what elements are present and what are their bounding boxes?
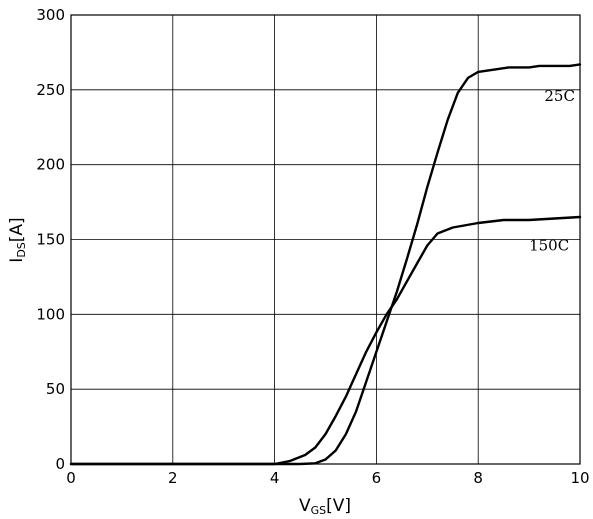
series-line-150c [69,215,582,466]
x-axis-title-unit: [V] [326,496,351,516]
y-axis-title-main: I [7,258,27,263]
series-lines [69,63,582,466]
y-tick-label: 300 [36,6,65,24]
y-tick-label: 100 [36,305,65,323]
x-tick-labels: 0 2 4 6 8 10 [66,469,589,487]
y-tick-label: 250 [36,81,65,99]
x-axis-title: VGS[V] [299,496,351,517]
x-tick-label: 10 [570,469,589,487]
plot-frame [70,14,581,465]
x-axis-title-main: V [299,496,311,516]
series-line-25c [69,63,582,466]
y-axis-title-sub: DS [15,242,28,257]
x-tick-label: 6 [372,469,382,487]
y-tick-labels: 0 50 100 150 200 250 300 [36,6,65,473]
series-label-150c: 150C [529,236,569,254]
y-axis-title-unit: [A] [7,217,27,242]
y-axis-title: IDS[A] [7,217,28,262]
grid-lines [70,14,581,465]
x-axis-title-sub: GS [311,504,327,517]
x-tick-label: 8 [473,469,483,487]
y-tick-label: 200 [36,156,65,174]
x-tick-label: 2 [168,469,178,487]
y-tick-label: 150 [36,231,65,249]
y-tick-label: 50 [46,380,65,398]
x-tick-label: 0 [66,469,76,487]
series-labels: 25C 150C [529,87,575,255]
y-tick-label: 0 [55,455,65,473]
series-label-25c: 25C [544,87,575,105]
x-tick-label: 4 [270,469,280,487]
